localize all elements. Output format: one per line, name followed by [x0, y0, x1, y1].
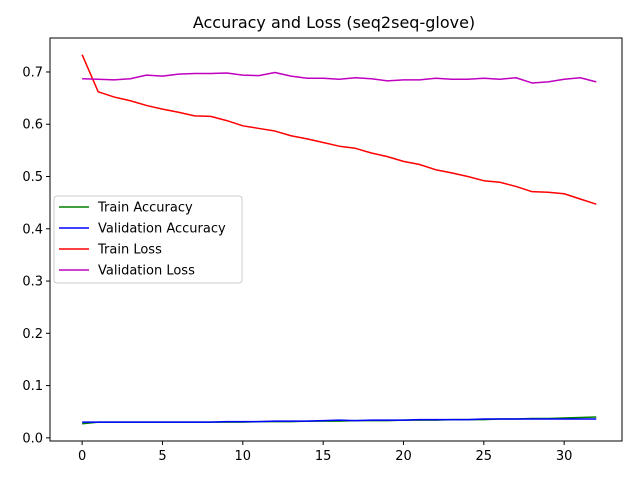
y-tick-label: 0.2 — [22, 327, 43, 342]
y-tick-label: 0.5 — [22, 170, 43, 185]
x-tick-label: 20 — [395, 449, 412, 464]
x-tick-label: 0 — [78, 449, 86, 464]
legend: Train Accuracy Validation Accuracy Train L… — [53, 195, 243, 284]
x-tick-label: 30 — [556, 449, 573, 464]
y-tick-label: 0.0 — [22, 431, 43, 446]
y-tick-label: 0.6 — [22, 118, 43, 133]
legend-label-train-loss: Train Loss — [97, 243, 162, 258]
axes-frame — [49, 37, 623, 442]
y-tick-label: 0.4 — [22, 222, 43, 237]
x-tick-label: 15 — [315, 449, 332, 464]
axis-ticks: 0 5 10 15 20 25 30 0.0 0.1 0.2 0.3 0.4 0.5 0.6 0.7 — [22, 65, 572, 464]
x-tick-label: 25 — [476, 449, 493, 464]
plot-area — [81, 54, 597, 425]
legend-label-validation-accuracy: Validation Accuracy — [98, 222, 226, 237]
legend-label-train-accuracy: Train Accuracy — [97, 201, 193, 216]
x-tick-label: 10 — [235, 449, 252, 464]
series-line-train-loss — [81, 54, 597, 205]
series-line-validation-accuracy — [82, 418, 597, 423]
y-tick-label: 0.1 — [22, 379, 43, 394]
y-tick-label: 0.7 — [22, 65, 43, 80]
x-tick-label: 5 — [158, 449, 166, 464]
chart-title: Accuracy and Loss (seq2seq-glove) — [193, 13, 475, 32]
legend-box — [53, 195, 243, 284]
legend-label-validation-loss: Validation Loss — [98, 264, 195, 279]
y-tick-label: 0.3 — [22, 275, 43, 290]
series-line-validation-loss — [82, 71, 597, 84]
